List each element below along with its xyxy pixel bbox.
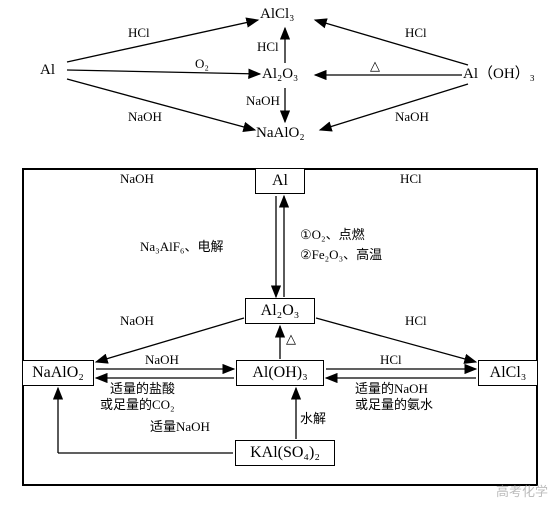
lbl-naoh-l: NaOH: [120, 314, 154, 328]
bottom-diagram-svg: [0, 0, 560, 510]
lbl-leftnote2: 或足量的CO₂: [100, 398, 175, 412]
lbl-electro: Na₃AlF₆、电解: [140, 240, 223, 254]
watermark: 高考化学: [496, 481, 548, 500]
lbl-naoh-bot: 适量NaOH: [150, 420, 210, 434]
lbl-hcl-r: HCl: [405, 314, 427, 328]
lbl-cond2: ②Fe₂O₃、高温: [300, 248, 382, 262]
lbl-rightnote1: 适量的NaOH: [355, 382, 428, 396]
lbl-naoh-mid: NaOH: [145, 353, 179, 367]
lbl-tri2: △: [286, 332, 296, 346]
lbl-leftnote1: 适量的盐酸: [110, 382, 175, 396]
lbl-hcl-mid: HCl: [380, 353, 402, 367]
lbl-rightnote2: 或足量的氨水: [355, 398, 433, 412]
lbl-cond1: ①O₂、点燃: [300, 228, 365, 242]
lbl-naoh-top: NaOH: [120, 172, 154, 186]
lbl-hcl-top: HCl: [400, 172, 422, 186]
lbl-hydro: 水解: [300, 412, 326, 426]
